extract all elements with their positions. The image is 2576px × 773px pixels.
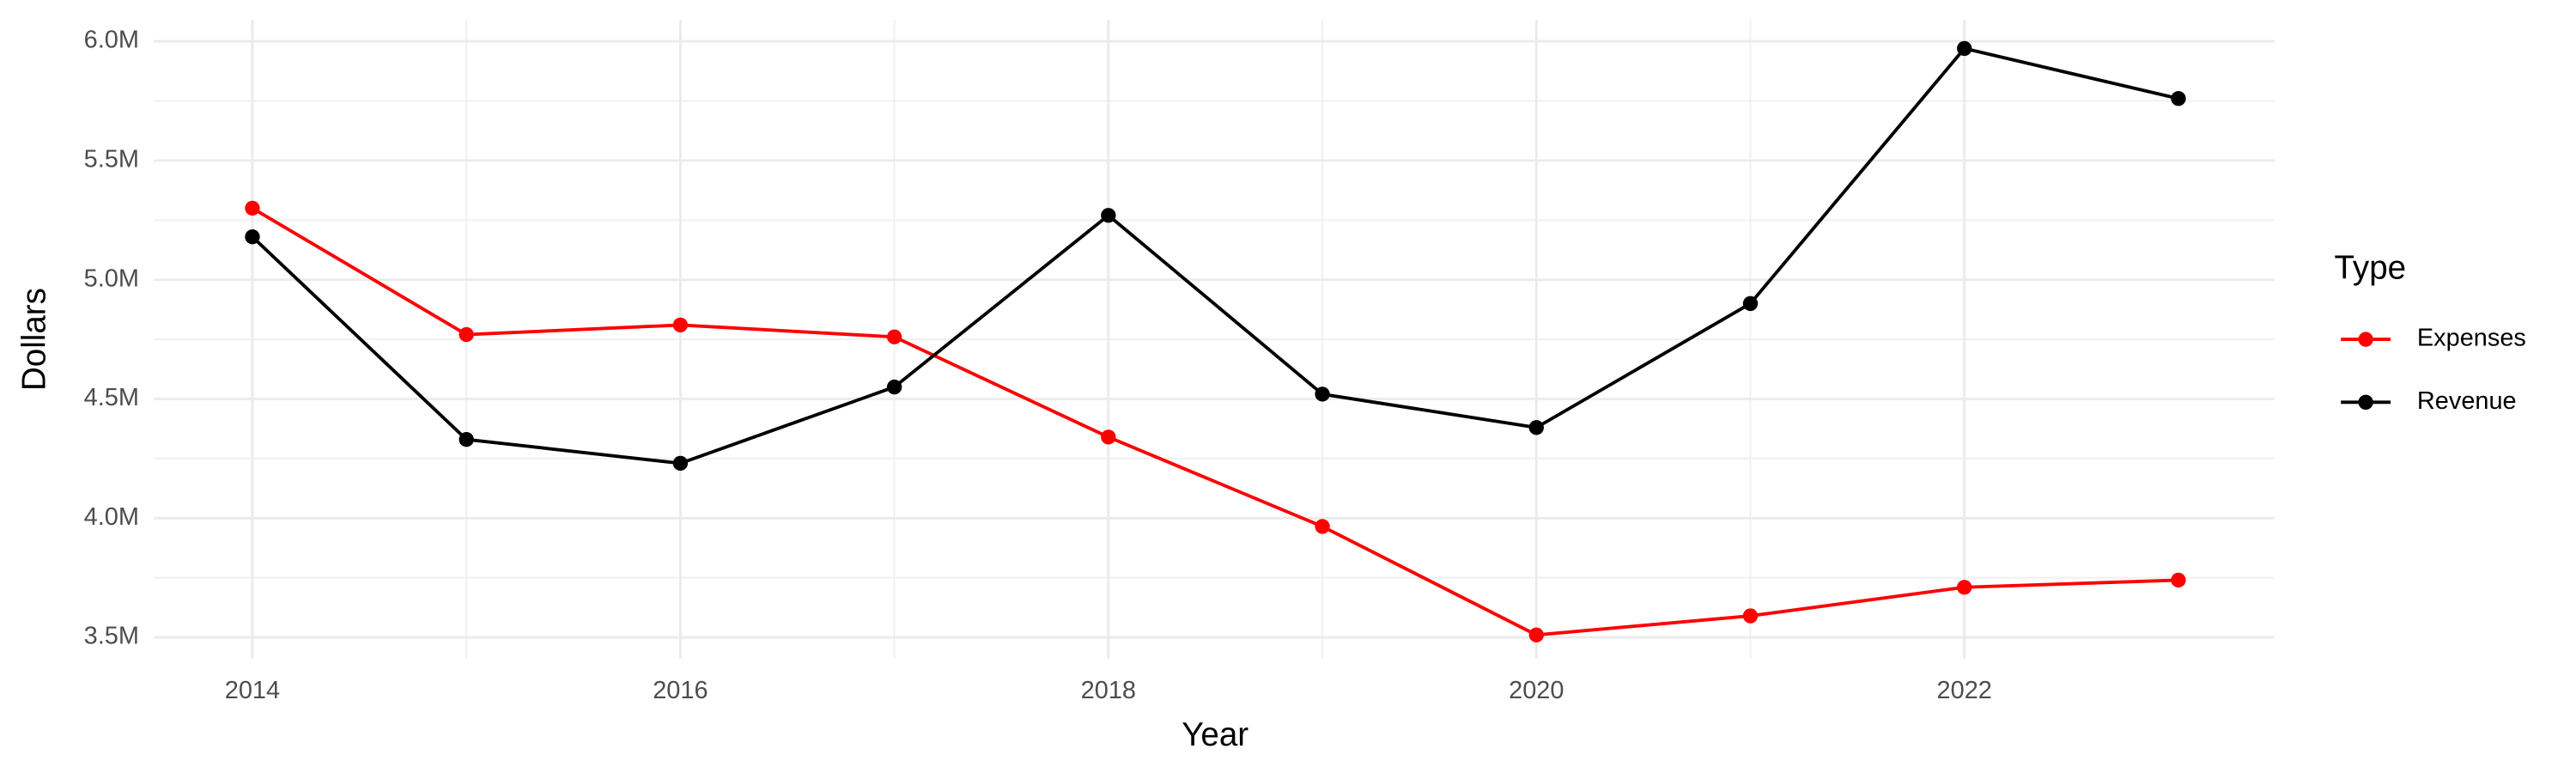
data-point xyxy=(886,329,902,344)
y-tick-label: 5.0M xyxy=(84,265,139,292)
data-point xyxy=(2171,572,2186,588)
series-line xyxy=(251,206,2179,637)
data-point xyxy=(1315,519,1330,534)
data-point xyxy=(245,200,260,216)
data-point xyxy=(1101,208,1116,223)
legend-key-point xyxy=(2358,394,2373,410)
legend-label: Revenue xyxy=(2417,387,2517,415)
data-point xyxy=(459,326,474,343)
x-tick-label: 2020 xyxy=(1509,677,1564,704)
data-point xyxy=(1742,608,1759,624)
data-point xyxy=(886,379,902,395)
data-point xyxy=(1101,429,1116,445)
data-point xyxy=(672,317,689,333)
y-tick-label: 5.5M xyxy=(84,146,139,173)
data-point xyxy=(1957,40,1972,57)
data-point xyxy=(1315,386,1330,402)
data-point xyxy=(1957,580,1972,595)
y-tick-label: 6.0M xyxy=(84,27,139,54)
x-axis-title: Year xyxy=(1182,716,1249,753)
legend-key-point xyxy=(2358,332,2373,347)
y-tick-label: 3.5M xyxy=(84,623,139,650)
x-tick-label: 2022 xyxy=(1937,677,1992,704)
y-axis-title: Dollars xyxy=(16,288,53,391)
legend-label: Expenses xyxy=(2417,325,2526,352)
y-tick-label: 4.5M xyxy=(84,384,139,411)
legend-title: Type xyxy=(2335,249,2407,286)
data-point xyxy=(672,455,689,472)
x-tick-label: 2014 xyxy=(225,677,280,704)
series-line xyxy=(251,46,2179,466)
x-tick-label: 2018 xyxy=(1081,677,1136,704)
data-point xyxy=(245,229,260,245)
data-point xyxy=(1742,295,1759,312)
data-point xyxy=(459,431,474,447)
x-tick-label: 2016 xyxy=(653,677,708,704)
data-point xyxy=(1528,420,1544,435)
data-point xyxy=(1528,627,1544,642)
y-tick-label: 4.0M xyxy=(84,503,139,531)
data-point xyxy=(2171,91,2186,107)
